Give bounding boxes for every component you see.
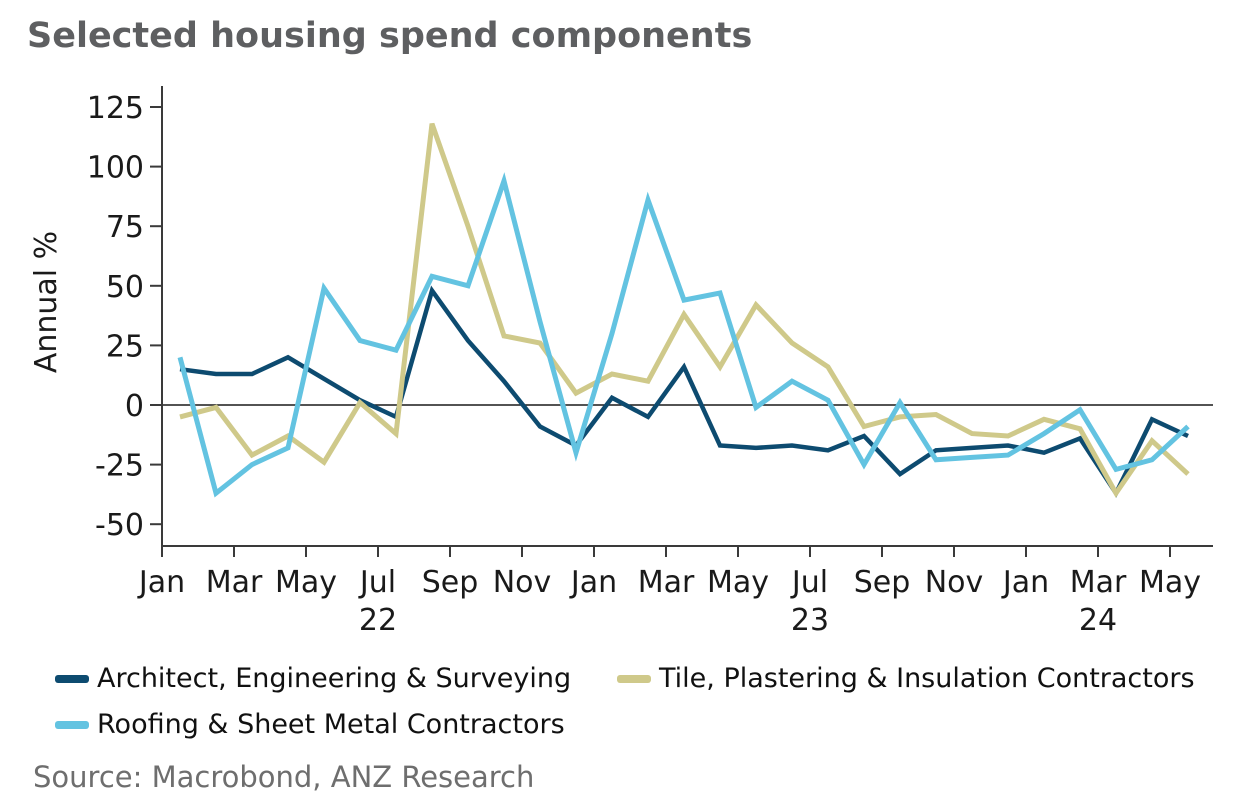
x-tick-label: May bbox=[275, 565, 337, 600]
x-tick-label: Mar bbox=[638, 565, 695, 600]
series-line-architect bbox=[179, 285, 1189, 498]
x-year-label: 22 bbox=[359, 603, 397, 638]
x-tick-label: Mar bbox=[206, 565, 263, 600]
y-tick-label: 25 bbox=[106, 329, 144, 364]
legend-label-architect: Architect, Engineering & Surveying bbox=[97, 663, 572, 694]
x-tick-label: May bbox=[1139, 565, 1201, 600]
legend-item-tile: Tile, Plastering & Insulation Contractor… bbox=[617, 663, 1195, 694]
y-tick-label: 100 bbox=[87, 151, 144, 186]
x-tick-label: Mar bbox=[1070, 565, 1127, 600]
series-line-tile bbox=[179, 122, 1190, 498]
x-tick-label: Jan bbox=[569, 565, 617, 600]
x-tick-label: Jan bbox=[137, 565, 185, 600]
x-tick-label: May bbox=[707, 565, 769, 600]
x-tick-label: Jan bbox=[1001, 565, 1049, 600]
legend-swatch-tile bbox=[617, 674, 651, 683]
legend-label-roofing: Roofing & Sheet Metal Contractors bbox=[97, 709, 565, 740]
y-tick-label: -25 bbox=[95, 449, 144, 484]
x-tick-label: Nov bbox=[925, 565, 984, 600]
y-tick-label: 50 bbox=[106, 270, 144, 305]
legend-swatch-architect bbox=[55, 674, 89, 683]
y-tick-label: -50 bbox=[95, 508, 144, 543]
legend-label-tile: Tile, Plastering & Insulation Contractor… bbox=[659, 663, 1195, 694]
x-year-label: 24 bbox=[1079, 603, 1117, 638]
series-line-roofing bbox=[177, 172, 1190, 498]
x-year-label: 23 bbox=[791, 603, 829, 638]
legend-swatch-roofing bbox=[55, 720, 89, 729]
legend-item-architect: Architect, Engineering & Surveying bbox=[55, 663, 571, 694]
x-tick-label: Sep bbox=[854, 565, 911, 600]
x-tick-label: Jul bbox=[358, 565, 396, 600]
source-note: Source: Macrobond, ANZ Research bbox=[33, 760, 535, 794]
chart-title: Selected housing spend components bbox=[27, 16, 753, 56]
x-tick-label: Jul bbox=[790, 565, 828, 600]
legend-item-roofing: Roofing & Sheet Metal Contractors bbox=[55, 709, 565, 740]
x-tick-label: Sep bbox=[422, 565, 479, 600]
y-tick-label: 125 bbox=[87, 91, 144, 126]
y-tick-label: 0 bbox=[125, 389, 144, 424]
y-axis-title: Annual % bbox=[29, 231, 64, 373]
y-tick-label: 75 bbox=[106, 210, 144, 245]
x-tick-label: Nov bbox=[493, 565, 552, 600]
